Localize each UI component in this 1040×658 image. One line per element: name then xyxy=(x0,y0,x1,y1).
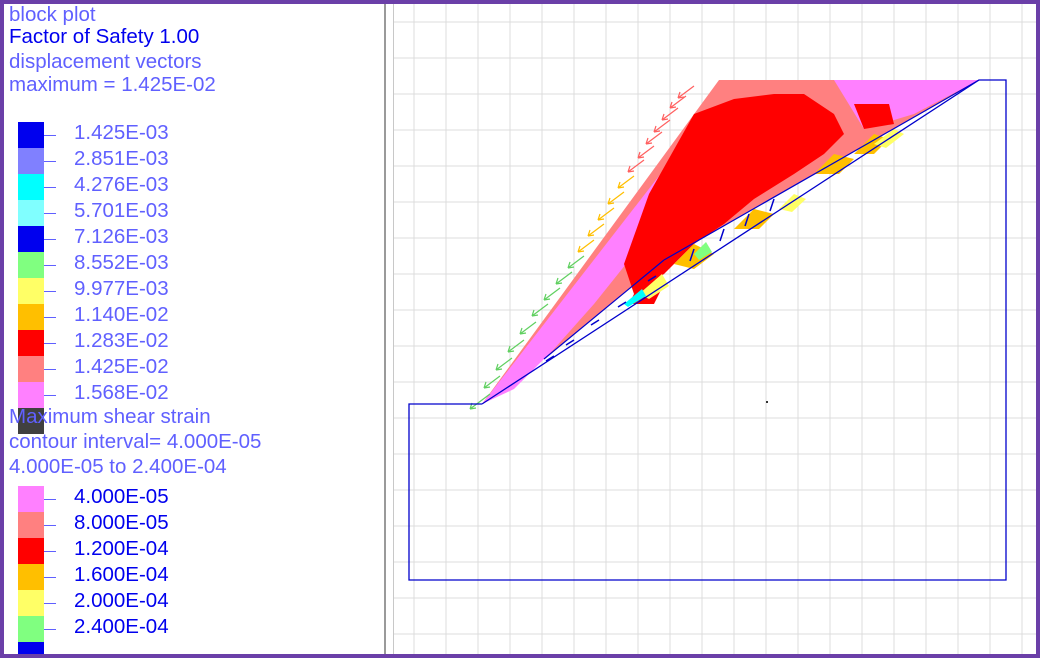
disp-level-label-6: 8.552E-03 xyxy=(74,251,169,274)
strain-swatch-5 xyxy=(18,590,44,616)
disp-level-label-1: 1.425E-03 xyxy=(74,121,169,144)
strain-region-high-3 xyxy=(854,104,894,129)
vectors-lower xyxy=(469,255,585,410)
disp-tick-10 xyxy=(44,369,56,370)
disp-swatch-2 xyxy=(18,148,44,174)
disp-swatch-6 xyxy=(18,252,44,278)
disp-swatch-9 xyxy=(18,330,44,356)
disp-swatch-1 xyxy=(18,122,44,148)
disp-level-label-10: 1.425E-02 xyxy=(74,355,169,378)
disp-level-label-4: 5.701E-03 xyxy=(74,199,169,222)
disp-tick-11 xyxy=(44,395,56,396)
disp-tick-4 xyxy=(44,213,56,214)
disp-swatch-11 xyxy=(18,382,44,408)
slip-surface xyxy=(663,79,980,261)
disp-tick-6 xyxy=(44,265,56,266)
disp-level-label-2: 2.851E-03 xyxy=(74,147,169,170)
disp-level-label-7: 9.977E-03 xyxy=(74,277,169,300)
strain-swatch-7 xyxy=(18,642,44,654)
displacement-maximum: maximum = 1.425E-02 xyxy=(9,73,216,96)
strain-region-yellow-1 xyxy=(639,274,669,299)
disp-tick-1 xyxy=(44,135,56,136)
disp-swatch-3 xyxy=(18,174,44,200)
disp-level-label-11: 1.568E-02 xyxy=(74,381,169,404)
strain-swatch-3 xyxy=(18,538,44,564)
strain-region-yellow-2 xyxy=(779,194,806,212)
strain-level-label-1: 4.000E-05 xyxy=(74,485,169,508)
strain-level-label-6: 2.400E-04 xyxy=(74,615,169,638)
strain-range-label: 4.000E-05 to 2.400E-04 xyxy=(9,455,227,478)
disp-swatch-4 xyxy=(18,200,44,226)
slip-surface-lower xyxy=(543,259,665,360)
strain-level-label-3: 1.200E-04 xyxy=(74,537,169,560)
strain-swatch-6 xyxy=(18,616,44,642)
grid-lines xyxy=(394,4,1036,654)
strain-region-orange-2 xyxy=(734,209,774,229)
disp-swatch-5 xyxy=(18,226,44,252)
disp-level-label-9: 1.283E-02 xyxy=(74,329,169,352)
strain-region-orange-4 xyxy=(854,134,889,154)
reference-point xyxy=(766,401,768,403)
legend-panel: block plot Factor of Safety 1.00 displac… xyxy=(4,4,384,654)
disp-tick-5 xyxy=(44,239,56,240)
strain-tick-6 xyxy=(44,629,56,630)
panel-divider xyxy=(384,4,394,654)
strain-tick-5 xyxy=(44,603,56,604)
vectors-middle xyxy=(577,175,635,253)
disp-swatch-7 xyxy=(18,278,44,304)
disp-tick-3 xyxy=(44,187,56,188)
strain-tick-4 xyxy=(44,577,56,578)
disp-level-label-3: 4.276E-03 xyxy=(74,173,169,196)
disp-swatch-10 xyxy=(18,356,44,382)
vectors-base xyxy=(545,198,775,362)
strain-region-high-1 xyxy=(624,94,844,294)
strain-level-label-5: 2.000E-04 xyxy=(74,589,169,612)
strain-swatch-2 xyxy=(18,512,44,538)
displacement-title: displacement vectors xyxy=(9,50,202,73)
strain-level-label-4: 1.600E-04 xyxy=(74,563,169,586)
disp-swatch-8 xyxy=(18,304,44,330)
strain-region-green xyxy=(694,242,712,260)
strain-region-left xyxy=(482,154,676,404)
disp-tick-8 xyxy=(44,317,56,318)
disp-level-label-5: 7.126E-03 xyxy=(74,225,169,248)
strain-tick-2 xyxy=(44,525,56,526)
shear-strain-title: Maximum shear strain xyxy=(9,405,211,428)
disp-swatch-12 xyxy=(18,408,44,434)
strain-swatch-4 xyxy=(18,564,44,590)
strain-level-label-2: 8.000E-05 xyxy=(74,511,169,534)
strain-tick-1 xyxy=(44,499,56,500)
factor-of-safety-label: Factor of Safety 1.00 xyxy=(9,25,200,48)
model-outline xyxy=(408,79,1007,581)
disp-tick-2 xyxy=(44,161,56,162)
contour-interval-label: contour interval= 4.000E-05 xyxy=(9,430,262,453)
strain-region-cyan xyxy=(624,289,646,307)
disp-tick-7 xyxy=(44,291,56,292)
strain-swatch-1 xyxy=(18,486,44,512)
block-plot-canvas xyxy=(394,4,1036,654)
plot-type-label: block plot xyxy=(9,3,96,26)
vectors-upper xyxy=(627,85,695,173)
disp-level-label-8: 1.140E-02 xyxy=(74,303,169,326)
displacement-vectors xyxy=(469,85,775,410)
disp-tick-9 xyxy=(44,343,56,344)
strain-tick-3 xyxy=(44,551,56,552)
